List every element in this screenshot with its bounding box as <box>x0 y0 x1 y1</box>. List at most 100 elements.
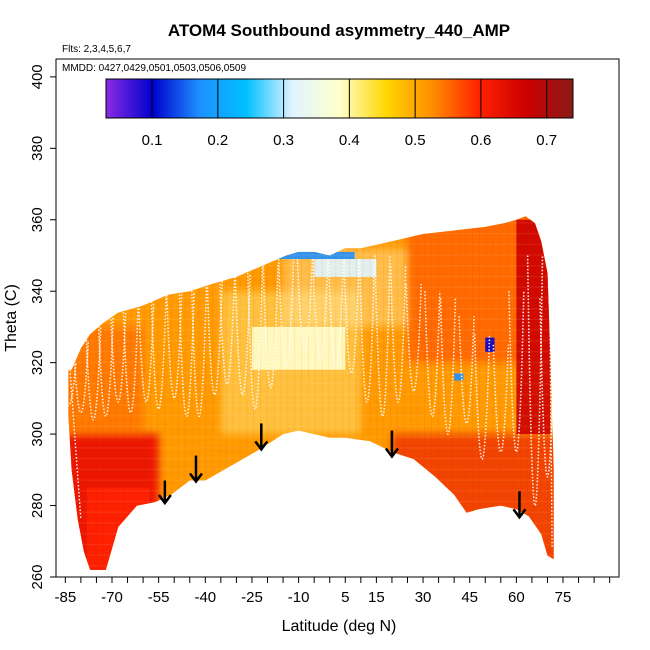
colorbar-tick-label: 0.6 <box>470 132 491 149</box>
column-band <box>437 216 439 570</box>
colorbar: 0.1 0.2 0.3 0.4 0.5 0.6 0.7 <box>105 78 574 149</box>
flight-trace <box>69 369 82 520</box>
column-band <box>479 216 480 570</box>
column-band <box>253 216 255 570</box>
stripe <box>68 543 554 546</box>
column-band <box>465 216 467 570</box>
stripe <box>68 307 554 310</box>
stripe <box>56 212 619 213</box>
y-axis-label: Theta (C) <box>3 284 20 352</box>
flight-trace <box>234 273 251 396</box>
y-tick-label: 380 <box>29 136 46 161</box>
column-band <box>444 216 446 570</box>
column-band <box>355 216 357 570</box>
colorbar-tick-label: 0.3 <box>273 132 294 149</box>
flight-trace <box>439 298 457 435</box>
column-band <box>335 216 337 570</box>
stripe <box>68 554 554 556</box>
column-band <box>307 216 309 570</box>
column-band <box>109 216 111 570</box>
x-tick-label: 30 <box>415 589 432 606</box>
column-band <box>526 216 528 570</box>
arrow-head-2 <box>254 440 269 452</box>
plot-frame <box>55 58 620 578</box>
column-band <box>376 216 378 570</box>
column-band <box>123 216 125 570</box>
colorbar-tick-label: 0.7 <box>536 132 557 149</box>
colorbar-tick-label: 0.5 <box>405 132 426 149</box>
column-band <box>383 216 385 570</box>
y-tick-label: 300 <box>29 422 46 447</box>
light-blue-patch <box>314 259 377 277</box>
flight-trace <box>374 255 391 417</box>
flight-trace <box>190 284 208 417</box>
flight-trace <box>109 312 127 403</box>
column-band <box>492 216 494 570</box>
stripe <box>68 265 554 267</box>
y-tick-label: 340 <box>29 279 46 304</box>
flight-trace <box>85 326 102 421</box>
column-band <box>458 216 460 570</box>
flight-trace <box>178 291 195 417</box>
stripe <box>68 372 554 374</box>
column-band <box>540 216 542 570</box>
column-band <box>499 216 501 570</box>
stripe <box>68 565 554 567</box>
column-band <box>328 216 330 570</box>
y-tick-label: 280 <box>29 493 46 518</box>
column-band <box>266 216 268 570</box>
column-band <box>547 216 549 570</box>
flight-trace <box>150 294 167 410</box>
column-band <box>177 216 179 570</box>
flight-trace <box>526 255 544 507</box>
arrow-head-4 <box>512 508 527 520</box>
column-band <box>68 216 70 570</box>
column-band <box>198 216 200 570</box>
blue-spot-right <box>485 337 495 352</box>
column-band <box>396 216 398 570</box>
flight-trace <box>389 266 407 403</box>
column-band <box>280 216 282 570</box>
flight-trace <box>473 334 491 460</box>
arrow-head-0 <box>157 494 172 506</box>
column-band <box>369 216 371 570</box>
x-tick-label: 5 <box>341 589 349 606</box>
x-tick-label: 75 <box>555 589 572 606</box>
flight-trace <box>508 291 525 453</box>
column-band <box>342 216 344 570</box>
stripe <box>68 383 554 385</box>
stripe <box>68 297 554 299</box>
flights-subtitle: Flts: 2,3,4,5,6,7 <box>62 44 131 55</box>
column-band <box>75 216 77 570</box>
column-band <box>424 216 426 570</box>
y-tick-label: 400 <box>29 64 46 89</box>
blue-band-top <box>273 251 355 260</box>
column-band <box>212 216 214 570</box>
y-tick-label: 360 <box>29 207 46 232</box>
column-band <box>191 216 193 570</box>
x-tick-label: -40 <box>194 589 216 606</box>
column-band <box>164 216 166 570</box>
x-tick-label: 15 <box>368 589 385 606</box>
column-band <box>171 216 172 570</box>
column-band <box>273 216 275 570</box>
column-band <box>116 216 118 570</box>
flight-trace <box>246 266 264 410</box>
column-band <box>260 216 261 570</box>
stripe <box>68 404 554 406</box>
blue-spot-mid <box>454 373 464 381</box>
heatmap-features <box>56 212 619 570</box>
column-band <box>431 216 433 570</box>
data-field <box>56 212 619 570</box>
stripe <box>68 318 554 321</box>
stripe <box>68 340 554 342</box>
red-north-peak <box>516 219 551 435</box>
column-band <box>301 216 303 570</box>
x-axis: -85 -70 -55 -40 -25 -10 5 15 30 45 60 75 <box>54 577 611 606</box>
flight-trace <box>262 262 279 389</box>
column-band <box>321 216 323 570</box>
column-band <box>218 216 220 570</box>
column-band <box>533 216 535 570</box>
column-band <box>157 216 159 570</box>
